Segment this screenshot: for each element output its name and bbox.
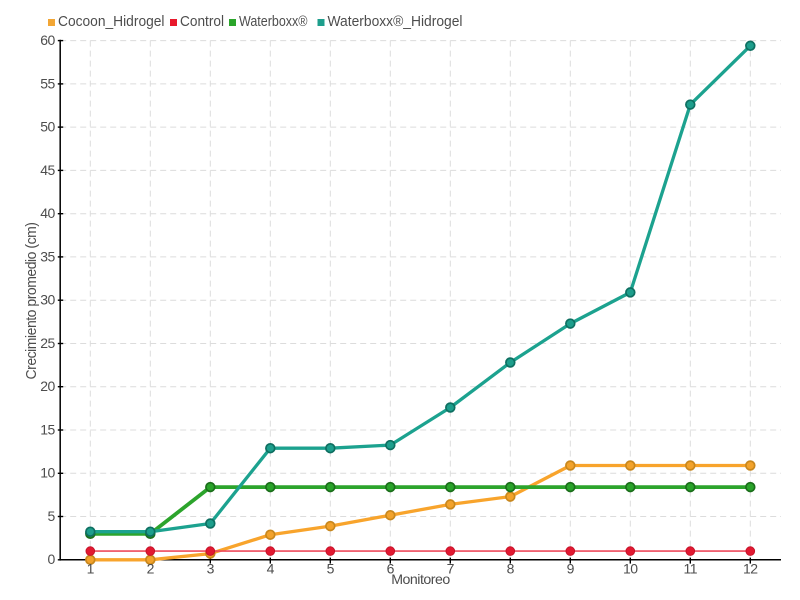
svg-text:7: 7 [447, 561, 455, 577]
svg-text:10: 10 [623, 561, 638, 577]
svg-text:5: 5 [48, 508, 56, 524]
svg-text:25: 25 [40, 335, 55, 351]
svg-text:55: 55 [40, 75, 55, 91]
svg-text:4: 4 [267, 561, 275, 577]
svg-text:Monitoreo: Monitoreo [391, 571, 450, 587]
svg-text:11: 11 [684, 561, 698, 577]
svg-text:10: 10 [40, 465, 55, 481]
svg-text:Control: Control [180, 13, 224, 30]
svg-text:5: 5 [327, 561, 335, 577]
svg-text:30: 30 [40, 292, 55, 308]
svg-text:6: 6 [387, 561, 395, 577]
svg-text:60: 60 [40, 32, 55, 48]
svg-text:35: 35 [40, 248, 55, 264]
svg-text:15: 15 [40, 421, 55, 437]
svg-text:Cocoon_Hidrogel: Cocoon_Hidrogel [58, 13, 165, 30]
svg-text:20: 20 [40, 378, 55, 394]
svg-text:0: 0 [48, 551, 56, 567]
svg-text:Waterboxx®: Waterboxx® [239, 13, 308, 30]
svg-text:2: 2 [147, 561, 155, 577]
svg-text:40: 40 [40, 205, 55, 221]
svg-text:45: 45 [40, 162, 55, 178]
svg-text:50: 50 [40, 119, 55, 135]
svg-text:Waterboxx®_Hidrogel: Waterboxx®_Hidrogel [328, 13, 463, 30]
svg-text:8: 8 [507, 561, 515, 577]
svg-text:9: 9 [567, 561, 575, 577]
svg-text:Crecimiento promedio (cm): Crecimiento promedio (cm) [23, 222, 40, 379]
svg-text:1: 1 [87, 561, 95, 577]
svg-text:12: 12 [743, 561, 758, 577]
svg-text:3: 3 [207, 561, 215, 577]
